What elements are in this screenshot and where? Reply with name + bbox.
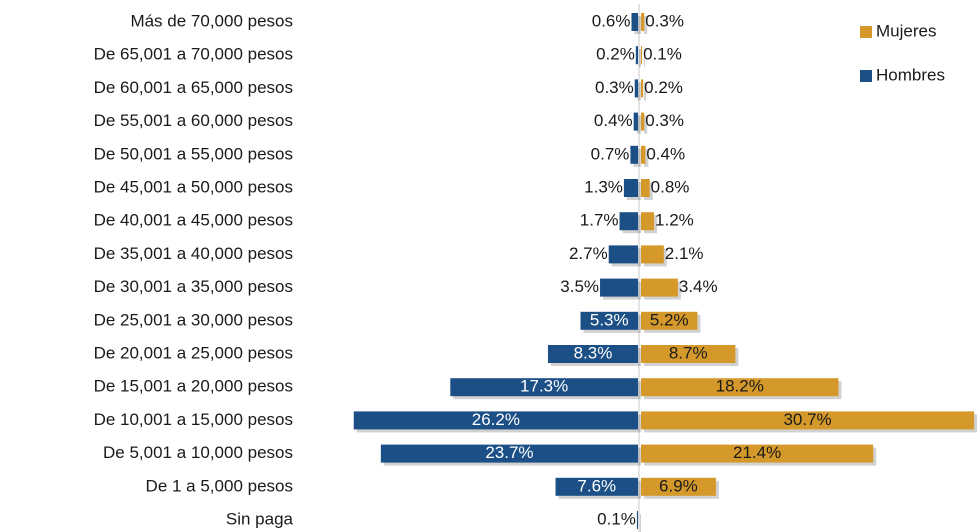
category-label: De 20,001 a 25,000 pesos <box>94 343 293 362</box>
bar <box>641 212 655 231</box>
category-label: De 25,001 a 30,000 pesos <box>94 310 293 329</box>
category-label: De 55,001 a 60,000 pesos <box>94 111 293 130</box>
value-label: 3.5% <box>560 277 599 296</box>
bar <box>547 345 638 363</box>
legend-label: Hombres <box>876 65 945 84</box>
category-label: De 15,001 a 20,000 pesos <box>94 377 293 396</box>
value-label: 6.9% <box>659 476 698 495</box>
bar-shadow <box>644 49 646 68</box>
bar <box>555 477 638 496</box>
category-label: De 1 a 5,000 pesos <box>146 476 293 495</box>
bar <box>641 477 716 496</box>
value-label: 7.6% <box>577 476 616 495</box>
bar <box>641 378 839 397</box>
bar-shadow <box>639 514 641 532</box>
bar <box>641 245 664 264</box>
value-label: 26.2% <box>472 410 520 429</box>
bar <box>450 378 638 397</box>
value-label: 30.7% <box>783 410 831 429</box>
value-label: 0.7% <box>591 144 630 163</box>
value-label: 3.4% <box>679 277 718 296</box>
legend-swatch <box>860 26 872 38</box>
category-label: De 30,001 a 35,000 pesos <box>94 277 293 296</box>
bar <box>641 179 650 197</box>
bar <box>580 311 638 330</box>
value-label: 0.3% <box>645 11 684 30</box>
bar <box>633 112 638 131</box>
category-label: Más de 70,000 pesos <box>130 11 293 30</box>
category-label: De 35,001 a 40,000 pesos <box>94 244 293 263</box>
category-label: De 65,001 a 70,000 pesos <box>94 45 293 64</box>
bar-shadow <box>644 16 648 34</box>
category-label: De 60,001 a 65,000 pesos <box>94 78 293 97</box>
bar <box>623 179 638 197</box>
bar <box>641 112 645 131</box>
bar <box>641 278 678 297</box>
bar-shadow <box>637 82 641 101</box>
bar-shadow <box>644 82 647 101</box>
value-label: 0.1% <box>643 45 682 64</box>
bar <box>619 212 638 231</box>
value-label: 5.2% <box>650 310 689 329</box>
value-label: 8.3% <box>574 343 613 362</box>
bar <box>608 245 638 264</box>
bar <box>641 13 645 31</box>
bar <box>630 145 638 164</box>
value-label: 1.3% <box>584 177 623 196</box>
bar-shadow <box>638 49 641 68</box>
bar <box>635 46 638 65</box>
value-label: 8.7% <box>669 343 708 362</box>
value-label: 2.1% <box>665 244 704 263</box>
bar <box>641 79 644 98</box>
value-label: 17.3% <box>520 377 568 396</box>
value-label: 1.7% <box>580 211 619 230</box>
value-label: 0.4% <box>646 144 685 163</box>
value-label: 0.2% <box>644 78 683 97</box>
bar <box>380 444 638 463</box>
bar <box>636 511 638 529</box>
category-label: De 45,001 a 50,000 pesos <box>94 177 293 196</box>
category-label: De 10,001 a 15,000 pesos <box>94 410 293 429</box>
bar <box>641 311 698 330</box>
bar <box>353 411 638 430</box>
value-label: 1.2% <box>655 211 694 230</box>
value-label: 23.7% <box>485 443 533 462</box>
bar-shadow <box>644 148 649 167</box>
bar <box>641 46 643 65</box>
value-label: 18.2% <box>716 377 764 396</box>
category-label: Sin paga <box>226 509 294 528</box>
value-label: 0.8% <box>651 177 690 196</box>
category-label: De 50,001 a 55,000 pesos <box>94 144 293 163</box>
value-label: 2.7% <box>569 244 608 263</box>
value-label: 0.3% <box>645 111 684 130</box>
legend-label: Mujeres <box>876 21 936 40</box>
category-label: De 40,001 a 45,000 pesos <box>94 211 293 230</box>
value-label: 0.6% <box>592 11 631 30</box>
value-label: 5.3% <box>590 310 629 329</box>
bar-shadow <box>644 115 648 134</box>
bar <box>634 79 638 98</box>
bar <box>631 13 638 31</box>
bar <box>641 411 975 430</box>
bar <box>641 145 646 164</box>
value-label: 0.3% <box>595 78 634 97</box>
value-label: 0.1% <box>597 509 636 528</box>
bar-shadow <box>636 115 641 134</box>
bar <box>600 278 638 297</box>
bar <box>641 444 874 463</box>
category-label: De 5,001 a 10,000 pesos <box>103 443 293 462</box>
value-label: 0.4% <box>594 111 633 130</box>
value-label: 21.4% <box>733 443 781 462</box>
legend-swatch <box>860 70 872 82</box>
value-label: 0.2% <box>596 45 635 64</box>
bar <box>641 345 736 363</box>
